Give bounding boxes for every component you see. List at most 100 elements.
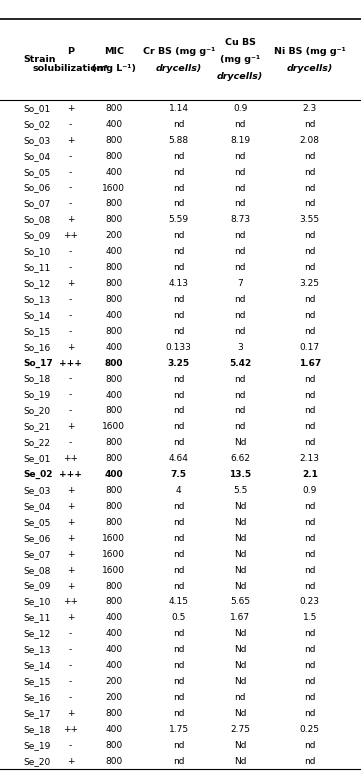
Text: 5.88: 5.88 <box>169 136 189 145</box>
Text: nd: nd <box>173 438 184 448</box>
Text: nd: nd <box>173 390 184 400</box>
Text: So_02: So_02 <box>23 120 51 129</box>
Text: 200: 200 <box>105 693 122 702</box>
Text: Se_10: Se_10 <box>23 598 51 607</box>
Text: So_01: So_01 <box>23 104 51 113</box>
Text: 400: 400 <box>104 470 123 479</box>
Text: nd: nd <box>173 407 184 415</box>
Text: +: + <box>67 709 74 718</box>
Text: nd: nd <box>234 247 246 256</box>
Text: Nd: Nd <box>234 518 246 527</box>
Text: -: - <box>69 390 72 400</box>
Text: Nd: Nd <box>234 581 246 591</box>
Text: 5.42: 5.42 <box>229 359 251 368</box>
Text: 0.133: 0.133 <box>166 342 192 352</box>
Text: So_13: So_13 <box>23 295 51 304</box>
Text: 200: 200 <box>105 231 122 240</box>
Text: 800: 800 <box>105 757 122 766</box>
Text: 800: 800 <box>105 741 122 750</box>
Text: nd: nd <box>173 518 184 527</box>
Text: -: - <box>69 645 72 654</box>
Text: +: + <box>67 566 74 574</box>
Text: -: - <box>69 168 72 177</box>
Text: Se_19: Se_19 <box>23 741 51 750</box>
Text: 6.62: 6.62 <box>230 455 250 463</box>
Text: Nd: Nd <box>234 677 246 686</box>
Text: Nd: Nd <box>234 661 246 670</box>
Text: +: + <box>67 216 74 224</box>
Text: 800: 800 <box>105 455 122 463</box>
Text: P: P <box>67 47 74 56</box>
Text: nd: nd <box>173 709 184 718</box>
Text: 3.25: 3.25 <box>168 359 190 368</box>
Text: 1.67: 1.67 <box>230 614 250 622</box>
Text: 8.19: 8.19 <box>230 136 250 145</box>
Text: -: - <box>69 120 72 129</box>
Text: nd: nd <box>304 629 316 638</box>
Text: 2.08: 2.08 <box>300 136 320 145</box>
Text: 1600: 1600 <box>102 183 125 192</box>
Text: nd: nd <box>304 502 316 511</box>
Text: 3.25: 3.25 <box>300 279 320 288</box>
Text: -: - <box>69 693 72 702</box>
Text: nd: nd <box>304 677 316 686</box>
Text: 0.25: 0.25 <box>300 725 320 734</box>
Text: (mg L⁻¹): (mg L⁻¹) <box>92 64 136 73</box>
Text: So_15: So_15 <box>23 327 51 335</box>
Text: 1.75: 1.75 <box>169 725 189 734</box>
Text: nd: nd <box>304 263 316 272</box>
Text: drycells): drycells) <box>287 64 333 73</box>
Text: 400: 400 <box>105 725 122 734</box>
Text: -: - <box>69 741 72 750</box>
Text: -: - <box>69 152 72 161</box>
Text: nd: nd <box>173 247 184 256</box>
Text: +: + <box>67 422 74 431</box>
Text: nd: nd <box>304 550 316 559</box>
Text: +: + <box>67 614 74 622</box>
Text: 400: 400 <box>105 614 122 622</box>
Text: Nd: Nd <box>234 550 246 559</box>
Text: 1600: 1600 <box>102 534 125 543</box>
Text: nd: nd <box>173 311 184 320</box>
Text: 800: 800 <box>105 375 122 383</box>
Text: Se_07: Se_07 <box>23 550 51 559</box>
Text: So_18: So_18 <box>23 375 51 383</box>
Text: 1.14: 1.14 <box>169 104 189 113</box>
Text: -: - <box>69 199 72 209</box>
Text: nd: nd <box>304 327 316 335</box>
Text: nd: nd <box>234 168 246 177</box>
Text: 200: 200 <box>105 677 122 686</box>
Text: 0.5: 0.5 <box>171 614 186 622</box>
Text: nd: nd <box>173 502 184 511</box>
Text: 800: 800 <box>105 199 122 209</box>
Text: 3: 3 <box>237 342 243 352</box>
Text: 800: 800 <box>105 486 122 495</box>
Text: nd: nd <box>304 247 316 256</box>
Text: 800: 800 <box>105 407 122 415</box>
Text: nd: nd <box>234 199 246 209</box>
Text: nd: nd <box>173 645 184 654</box>
Text: solubilizationᵃ: solubilizationᵃ <box>32 64 108 73</box>
Text: Se_16: Se_16 <box>23 693 51 702</box>
Text: Nd: Nd <box>234 709 246 718</box>
Text: So_03: So_03 <box>23 136 51 145</box>
Text: -: - <box>69 247 72 256</box>
Text: -: - <box>69 407 72 415</box>
Text: 8.73: 8.73 <box>230 216 250 224</box>
Text: nd: nd <box>173 422 184 431</box>
Text: nd: nd <box>304 645 316 654</box>
Text: 800: 800 <box>105 518 122 527</box>
Text: nd: nd <box>173 375 184 383</box>
Text: -: - <box>69 629 72 638</box>
Text: nd: nd <box>304 534 316 543</box>
Text: nd: nd <box>234 183 246 192</box>
Text: Se_05: Se_05 <box>23 518 51 527</box>
Text: nd: nd <box>173 693 184 702</box>
Text: -: - <box>69 661 72 670</box>
Text: 2.75: 2.75 <box>230 725 250 734</box>
Text: 5.5: 5.5 <box>233 486 247 495</box>
Text: ++: ++ <box>63 725 78 734</box>
Text: nd: nd <box>234 120 246 129</box>
Text: 2.1: 2.1 <box>302 470 318 479</box>
Text: Nd: Nd <box>234 502 246 511</box>
